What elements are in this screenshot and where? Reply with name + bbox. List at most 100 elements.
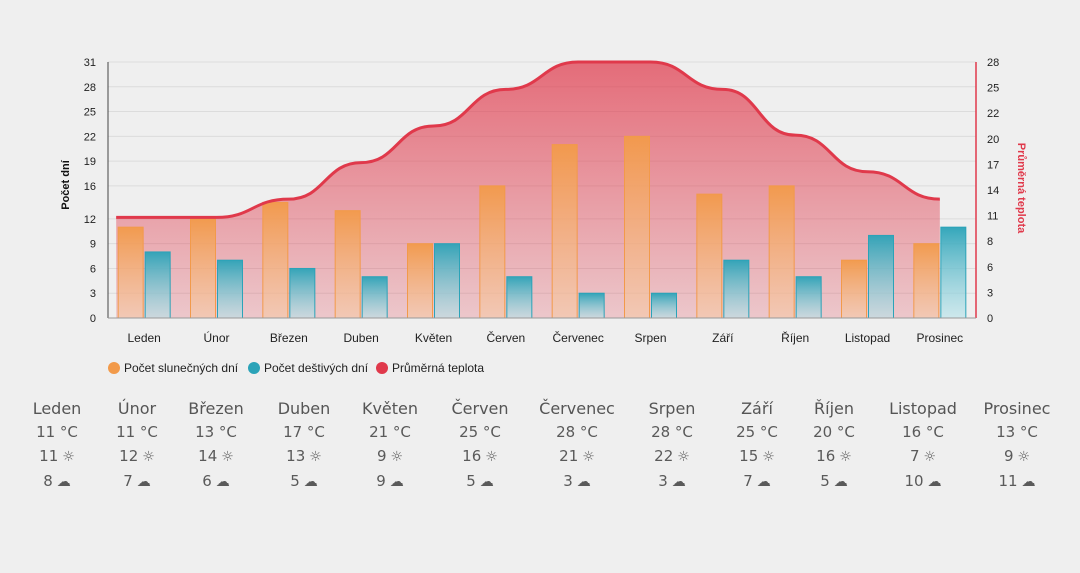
y2-tick-label: 20 xyxy=(987,134,999,146)
y2-tick-label: 3 xyxy=(987,287,993,299)
month-column: Srpen 28 °C 22 ☼ 3 ☁ xyxy=(617,398,727,494)
y2-tick-label: 11 xyxy=(987,211,998,223)
month-label: Květen xyxy=(415,331,452,345)
cloud-rain-icon: ☁ xyxy=(756,474,771,490)
rainy-days: 11 ☁ xyxy=(962,469,1072,494)
sunny-bar xyxy=(407,243,433,319)
legend: Počet slunečných dní Počet deštivých dní P… xyxy=(108,361,484,375)
month-label: Srpen xyxy=(634,331,666,345)
avg-temp: 25 °C xyxy=(736,423,778,441)
rainy-days: 10 ☁ xyxy=(868,469,978,494)
sunny-days: 16 ☼ xyxy=(779,444,889,469)
legend-swatch xyxy=(376,362,388,374)
month-column: Březen 13 °C 14 ☼ 6 ☁ xyxy=(161,398,271,494)
avg-temp: 28 °C xyxy=(556,423,598,441)
sunny-days: 9 ☼ xyxy=(962,444,1072,469)
sunny-bar xyxy=(696,193,723,319)
sunny-days: 7 ☼ xyxy=(868,444,978,469)
legend-label: Průměrná teplota xyxy=(392,361,484,375)
sun-icon: ☼ xyxy=(390,449,404,465)
month-name: Duben xyxy=(277,399,331,418)
sun-icon: ☼ xyxy=(582,449,595,465)
month-column: Prosinec 13 °C 9 ☼ 11 ☁ xyxy=(962,398,1072,494)
sunny-bar xyxy=(262,201,289,319)
rainy-bar xyxy=(144,251,171,319)
month-name: Říjen xyxy=(814,399,854,418)
y2-tick-label: 22 xyxy=(987,108,999,120)
sunny-days: 15 ☼ xyxy=(702,444,812,469)
month-label: Červenec xyxy=(552,330,603,345)
month-column: Listopad 16 °C 7 ☼ 10 ☁ xyxy=(868,398,978,494)
sunny-bar xyxy=(768,185,795,319)
avg-temp: 16 °C xyxy=(902,423,944,441)
month-name: Červenec xyxy=(539,399,615,418)
cloud-rain-icon: ☁ xyxy=(389,474,404,490)
sun-icon: ☼ xyxy=(762,449,775,465)
y-tick-label: 6 xyxy=(90,263,96,275)
rainy-days: 7 ☁ xyxy=(82,469,192,494)
month-label: Červen xyxy=(486,330,525,345)
legend-label: Počet slunečných dní xyxy=(124,361,239,375)
month-label: Leden xyxy=(127,331,160,345)
y-tick-label: 19 xyxy=(84,156,96,168)
cloud-rain-icon: ☁ xyxy=(927,474,942,490)
month-column: Leden 11 °C 11 ☼ 8 ☁ xyxy=(2,398,112,494)
legend-swatch xyxy=(248,362,260,374)
rainy-bar xyxy=(795,276,822,319)
rainy-days: 9 ☁ xyxy=(335,469,445,494)
month-name: Květen xyxy=(361,399,419,418)
y-tick-label: 12 xyxy=(84,214,96,226)
temperature-area xyxy=(116,62,940,318)
month-column: Duben 17 °C 13 ☼ 5 ☁ xyxy=(249,398,359,494)
cloud-rain-icon: ☁ xyxy=(1021,474,1036,490)
avg-temp: 20 °C xyxy=(813,423,855,441)
left-axis-ticks: 0 3 6 9 12 16 19 22 25 28 31 xyxy=(84,57,96,325)
rainy-bar xyxy=(868,234,894,319)
month-name: Prosinec xyxy=(983,399,1051,418)
month-name: Leden xyxy=(32,399,82,418)
y2-tick-label: 17 xyxy=(987,159,999,171)
sunny-bar xyxy=(334,210,361,319)
bars xyxy=(117,135,967,319)
rainy-days: 6 ☁ xyxy=(161,469,271,494)
rainy-bar xyxy=(578,292,605,319)
rainy-bar xyxy=(361,276,388,319)
avg-temp: 28 °C xyxy=(651,423,693,441)
avg-temp: 13 °C xyxy=(195,423,237,441)
y2-tick-label: 28 xyxy=(987,57,999,69)
y-tick-label: 31 xyxy=(84,57,96,69)
y2-tick-label: 0 xyxy=(987,313,993,325)
temperature-line xyxy=(116,60,940,219)
sun-icon: ☼ xyxy=(677,449,690,465)
month-column: Červen 25 °C 16 ☼ 5 ☁ xyxy=(425,398,535,494)
cloud-rain-icon: ☁ xyxy=(215,474,230,490)
sunny-days: 11 ☼ xyxy=(2,444,112,469)
rainy-bar xyxy=(651,292,677,319)
avg-temp: 25 °C xyxy=(459,423,501,441)
month-label: Březen xyxy=(270,331,308,345)
rainy-days: 3 ☁ xyxy=(617,469,727,494)
month-name: Srpen xyxy=(648,399,696,418)
y-tick-label: 28 xyxy=(84,82,96,94)
month-column: Září 25 °C 15 ☼ 7 ☁ xyxy=(702,398,812,494)
avg-temp: 13 °C xyxy=(996,423,1038,441)
rainy-days: 5 ☁ xyxy=(425,469,535,494)
axes xyxy=(107,62,977,319)
sunny-days: 16 ☼ xyxy=(425,444,535,469)
rainy-bar xyxy=(217,259,243,319)
sun-icon: ☼ xyxy=(839,449,852,465)
cloud-rain-icon: ☁ xyxy=(136,474,151,490)
sun-icon: ☼ xyxy=(62,449,75,465)
month-name: Září xyxy=(741,399,773,418)
sunny-bar xyxy=(624,135,650,319)
rainy-bar xyxy=(289,267,316,319)
avg-temp: 21 °C xyxy=(369,423,411,441)
sunny-bar xyxy=(190,218,216,319)
sun-icon: ☼ xyxy=(221,449,234,465)
month-name: Březen xyxy=(188,399,244,418)
month-name: Červen xyxy=(451,399,509,418)
month-column: Únor 11 °C 12 ☼ 7 ☁ xyxy=(82,398,192,494)
month-column: Květen 21 °C 9 ☼ 9 ☁ xyxy=(335,398,445,494)
sunny-bar xyxy=(117,226,144,319)
rainy-days: 7 ☁ xyxy=(702,469,812,494)
